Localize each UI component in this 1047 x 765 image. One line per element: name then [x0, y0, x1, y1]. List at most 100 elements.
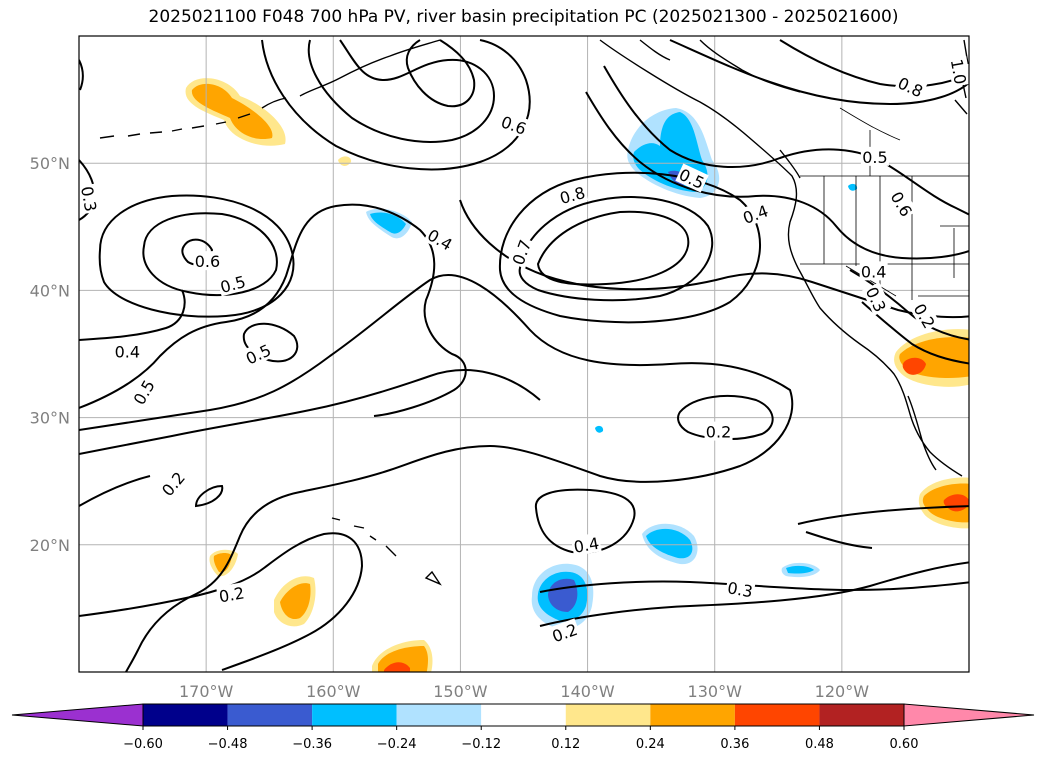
colorbar-tick-label: −0.48 [208, 737, 248, 752]
precip-patch-positive [191, 83, 273, 140]
colorbar-tick-label: −0.60 [123, 737, 163, 752]
lon-tick-label: 170°W [179, 682, 234, 701]
precip-patch-negative [370, 212, 406, 234]
contour-line [539, 580, 969, 593]
lon-tick-label: 140°W [560, 682, 615, 701]
contour-label-bg [128, 375, 159, 409]
contour-label: 0.3 [724, 577, 756, 601]
contour-line [98, 194, 295, 318]
contour-line [677, 395, 774, 441]
precip-patch-negative [786, 565, 814, 574]
contour-line [405, 39, 476, 108]
contour-label-bg [724, 577, 756, 601]
contour-label-text: 0.3 [726, 578, 754, 601]
colorbar: −0.60 −0.48 −0.36 −0.24 −0.12 0.12 0.24 0.36 0.4… [11, 703, 1035, 752]
contour-label-bg [216, 582, 247, 606]
contour-label-text: 0.2 [217, 583, 245, 606]
contour-label: 0.7 [507, 235, 535, 269]
contour-line [797, 505, 969, 525]
colorbar-segment [312, 704, 397, 726]
contour-label: 0.2 [704, 421, 733, 442]
axis-labels: 170°W 160°W 150°W 140°W 130°W 120°W 20°N 30°N 40… [30, 154, 870, 701]
contour-line [79, 289, 186, 341]
contour-label: 0.4 [859, 261, 888, 281]
contour-label-bg [704, 421, 733, 441]
contour-line [805, 531, 873, 549]
lon-tick-label: 160°W [306, 682, 361, 701]
lat-tick-label: 40°N [30, 281, 70, 300]
contour-line [79, 369, 541, 455]
contour-line [518, 196, 714, 302]
contour-label: 0.4 [113, 341, 142, 361]
colorbar-outline [142, 703, 905, 727]
contour-label-bg [507, 235, 535, 269]
contour-label-bg [862, 282, 892, 316]
colorbar-tick-label: 0.36 [720, 737, 749, 752]
contour-label-text: 0.2 [706, 423, 731, 442]
colorbar-tick-label: 0.12 [551, 737, 580, 752]
contour-label-text: 0.6 [195, 252, 220, 271]
colorbar-tick-label: −0.12 [461, 737, 501, 752]
contour-label-text: 1.0 [947, 58, 970, 86]
colorbar-tick-label: 0.60 [890, 737, 919, 752]
coastline-alaska-peninsula [261, 39, 441, 109]
colorbar-segment [396, 704, 482, 726]
coastline-hawaii [331, 517, 442, 586]
contour-label-text: 0.4 [572, 534, 600, 557]
lon-tick-label: 150°W [433, 682, 488, 701]
map-title: 2025021100 F048 700 hPa PV, river basin … [148, 7, 899, 27]
contour-label: 0.4 [570, 532, 602, 557]
contour-line [861, 301, 969, 365]
precip-patch-positive [384, 662, 410, 672]
contour-label: 1.0 [947, 56, 970, 87]
contour-label-bg [894, 71, 928, 101]
political-borders [800, 107, 969, 300]
colorbar-tick-label: −0.36 [292, 737, 332, 752]
contour-label-bg [738, 199, 772, 228]
contour-label-bg [193, 251, 222, 271]
contour-label-bg [216, 270, 249, 297]
precip-patch-positive [213, 553, 232, 573]
contour-label-text: 0.5 [862, 148, 887, 167]
contour-label: 0.3 [79, 183, 102, 215]
contour-line [669, 39, 969, 106]
lat-tick-label: 20°N [30, 536, 70, 555]
contour-label-text: 0.4 [861, 262, 886, 281]
contour-label-bg [909, 298, 941, 333]
contour-line [585, 91, 969, 260]
contour-label: 0.6 [193, 251, 222, 271]
contour-label-bg [675, 163, 709, 193]
contour-line [603, 65, 969, 216]
contour-line [539, 561, 969, 627]
contour-label-bg [570, 532, 602, 557]
colorbar-extend-high [903, 703, 1035, 727]
precip-patch-positive [902, 357, 926, 375]
contour-label: 0.2 [216, 582, 247, 606]
contour-line [307, 39, 496, 143]
lon-tick-label: 120°W [815, 682, 870, 701]
lat-tick-label: 50°N [30, 154, 70, 173]
colorbar-segment [819, 704, 904, 726]
lon-tick-label: 130°W [688, 682, 743, 701]
contour-label-bg [497, 110, 531, 139]
contour-line [261, 39, 531, 171]
contour-label-bg [241, 339, 275, 369]
contour-label-bg [860, 146, 889, 166]
contour-label-text: 0.4 [115, 342, 140, 361]
contour-label: 0.4 [423, 223, 458, 255]
contour-label-bg [156, 466, 189, 501]
contour-line [142, 212, 278, 297]
contour-line [79, 532, 364, 671]
colorbar-tick-label: −0.24 [377, 737, 417, 752]
colorbar-segment [143, 704, 228, 726]
colorbar-segment [565, 704, 651, 726]
precip-patch-negative [595, 425, 604, 433]
colorbar-segment [734, 704, 820, 726]
coastline-north-america [599, 39, 963, 477]
map-panel: 0.80.70.60.50.40.40.80.50.60.40.30.21.00… [78, 35, 970, 673]
contour-label-bg [886, 186, 918, 221]
coastline-aleutians [99, 113, 251, 139]
contour-label: 0.5 [860, 146, 889, 167]
contour-line [79, 475, 224, 508]
